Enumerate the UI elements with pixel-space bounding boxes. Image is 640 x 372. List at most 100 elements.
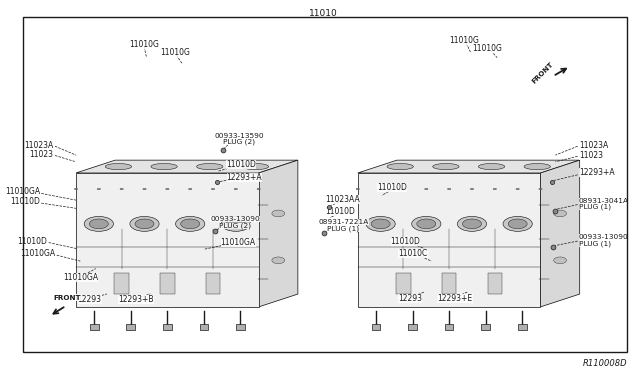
Ellipse shape [227,219,245,229]
Text: 11023A: 11023A [24,141,54,150]
Bar [200,324,208,330]
Text: 00933-13090: 00933-13090 [211,217,260,222]
Text: 12293: 12293 [77,295,102,304]
Ellipse shape [166,188,169,190]
Ellipse shape [516,188,519,190]
Ellipse shape [371,219,390,229]
Ellipse shape [74,188,77,190]
Text: 11010GA: 11010GA [221,238,256,247]
Ellipse shape [458,217,486,231]
Bar [518,324,527,330]
Ellipse shape [105,163,132,170]
Polygon shape [259,160,298,307]
Text: 12293+E: 12293+E [438,294,472,303]
Bar [163,324,172,330]
Ellipse shape [243,163,269,170]
Polygon shape [76,160,298,173]
Ellipse shape [180,219,200,229]
Text: 11010D: 11010D [326,207,355,216]
Ellipse shape [433,163,459,170]
Ellipse shape [211,188,214,190]
Text: 11010D: 11010D [18,237,47,246]
Text: 12293+B: 12293+B [118,295,154,304]
Ellipse shape [189,188,192,190]
Ellipse shape [143,188,146,190]
Text: FRONT: FRONT [53,295,81,301]
Bar [160,273,175,294]
Text: 11010GA: 11010GA [20,249,56,258]
Ellipse shape [402,188,405,190]
Ellipse shape [97,188,100,190]
Text: PLUG (2): PLUG (2) [219,222,252,229]
Text: 11023A: 11023A [579,141,608,150]
Text: 11010D: 11010D [10,197,40,206]
Ellipse shape [356,188,360,190]
Ellipse shape [470,188,474,190]
Ellipse shape [425,188,428,190]
Text: 11010GA: 11010GA [5,187,40,196]
Ellipse shape [272,257,285,264]
Text: 11010G: 11010G [472,44,502,53]
Text: 08931-7221A: 08931-7221A [319,219,369,225]
Ellipse shape [463,219,481,229]
Text: 12293: 12293 [399,294,422,303]
Text: R110008D: R110008D [582,359,627,368]
Ellipse shape [412,217,441,231]
Ellipse shape [135,219,154,229]
Text: PLUG (1): PLUG (1) [579,240,611,247]
Polygon shape [76,173,259,307]
Polygon shape [358,160,580,173]
Text: 11010G: 11010G [160,48,190,57]
Bar [127,324,135,330]
Bar [488,273,502,294]
Bar [236,324,244,330]
Ellipse shape [221,217,250,231]
Ellipse shape [479,163,505,170]
Ellipse shape [234,188,237,190]
Text: 11010D: 11010D [227,160,256,169]
Ellipse shape [417,219,436,229]
Ellipse shape [120,188,124,190]
Text: 11010D: 11010D [390,237,420,246]
Text: 08931-3041A: 08931-3041A [579,198,629,204]
Ellipse shape [508,219,527,229]
Ellipse shape [539,188,542,190]
Ellipse shape [130,217,159,231]
Text: 11010D: 11010D [377,183,407,192]
Bar [205,273,220,294]
Ellipse shape [493,188,497,190]
Ellipse shape [554,257,566,264]
Text: 11023: 11023 [579,151,603,160]
Polygon shape [358,173,541,307]
Ellipse shape [90,219,108,229]
Ellipse shape [151,163,177,170]
Ellipse shape [84,217,113,231]
Text: 11010C: 11010C [398,249,428,258]
Ellipse shape [447,188,451,190]
Ellipse shape [524,163,550,170]
Text: 11023: 11023 [29,150,54,159]
Text: 11010: 11010 [308,9,337,17]
Text: 11010G: 11010G [449,36,479,45]
Bar [115,273,129,294]
Text: 12293+A: 12293+A [579,169,614,177]
Ellipse shape [554,210,566,217]
Text: FRONT: FRONT [531,61,555,84]
Bar [396,273,411,294]
Ellipse shape [503,217,532,231]
Text: PLUG (2): PLUG (2) [223,139,255,145]
Bar [442,273,456,294]
Text: 12293+A: 12293+A [227,173,262,182]
Ellipse shape [272,210,285,217]
Ellipse shape [175,217,205,231]
Bar [408,324,417,330]
Polygon shape [541,160,580,307]
Ellipse shape [257,188,260,190]
Ellipse shape [387,163,413,170]
Text: 11010GA: 11010GA [63,273,98,282]
Bar [372,324,380,330]
Text: 11023AA: 11023AA [325,195,360,203]
Text: PLUG (1): PLUG (1) [328,225,360,232]
Text: 00933-13590: 00933-13590 [214,133,264,139]
Ellipse shape [379,188,382,190]
